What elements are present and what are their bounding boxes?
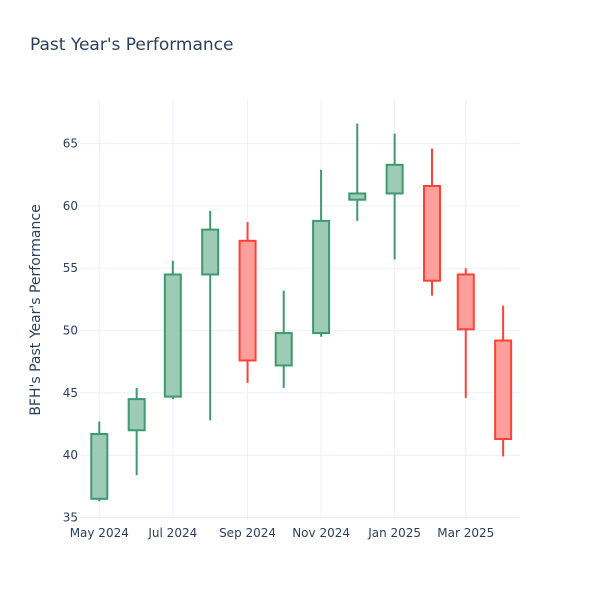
candle-body [238,239,257,362]
candle-body [385,163,404,195]
candle-body [348,192,367,201]
y-tick-label: 55 [63,261,78,275]
candle-body [494,339,513,440]
candle-body [423,184,441,282]
candle-increasing [201,210,220,421]
candle-increasing [348,123,367,221]
candle-increasing [274,290,293,388]
candle-increasing [90,421,109,502]
x-tick-label: Mar 2025 [437,526,494,540]
candle-body [90,433,109,500]
x-tick-label: Jan 2025 [367,526,421,540]
candle-body [456,273,475,331]
candle-increasing [385,133,404,260]
x-tick-label: Sep 2024 [219,526,276,540]
candle-decreasing [423,148,441,296]
x-tick-label: May 2024 [70,526,129,540]
candle-body [201,228,220,276]
candle-body [274,332,293,367]
x-axis-ticks: May 2024 Jul 2024 Sep 2024 Nov 2024 Jan 2025… [70,526,495,540]
y-tick-label: 40 [63,448,78,462]
candle-decreasing [456,268,475,398]
chart-title: Past Year's Performance [30,35,234,55]
candle-decreasing [238,222,257,383]
y-tick-label: 35 [63,511,78,525]
candle-increasing [163,260,182,400]
candles [90,123,513,502]
x-tick-label: Jul 2024 [147,526,197,540]
candle-increasing [127,387,146,476]
y-tick-label: 45 [63,386,78,400]
candle-body [163,273,182,398]
candle-body [312,219,331,335]
y-tick-label: 50 [63,324,78,338]
candle-increasing [312,169,331,337]
y-tick-label: 60 [63,199,78,213]
grid-lines [80,100,520,520]
candle-decreasing [494,305,513,457]
x-tick-label: Nov 2024 [292,526,350,540]
y-tick-label: 65 [63,137,78,151]
y-axis-label: BFH's Past Year's Performance [28,204,44,415]
y-axis-ticks: 35 40 45 50 55 60 65 [63,137,78,525]
candle-body [127,398,146,432]
